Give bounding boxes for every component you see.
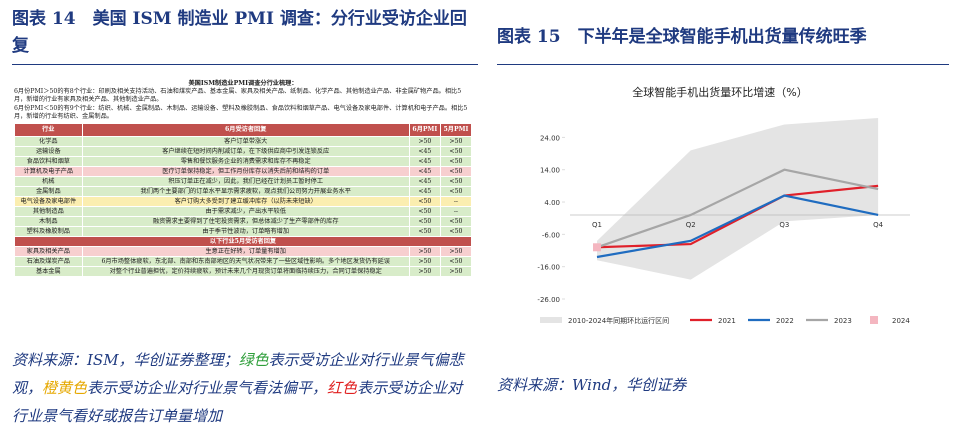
rule bbox=[12, 64, 478, 65]
intro-line: 6月份PMI＞50的有8个行业：印刷及相关支持活动、石油和煤炭产品、基本金属、家… bbox=[14, 88, 462, 103]
series-line bbox=[596, 168, 879, 249]
x-tick-label: Q3 bbox=[779, 221, 789, 229]
header-cell: 行业 bbox=[14, 123, 83, 137]
source-part: 绿色 bbox=[238, 351, 269, 369]
source-part: 表示受访企业对行业景气偏悲观， bbox=[12, 351, 464, 397]
legend-label: 2021 bbox=[718, 317, 736, 325]
right-source: 资料来源：Wind，华创证券 bbox=[497, 376, 687, 394]
y-tick-label: 24.00 bbox=[540, 134, 560, 142]
intro: 6月份PMI＞50的有8个行业：印刷及相关支持活动、石油和煤炭产品、基本金属、家… bbox=[14, 88, 472, 121]
legend-swatch bbox=[540, 317, 562, 323]
y-tick-label: -6.00 bbox=[542, 231, 560, 239]
source-part: 表示受访企业对行业景气看法偏平， bbox=[87, 379, 328, 397]
legend-label: 2010-2024年同期环比运行区间 bbox=[568, 316, 669, 325]
series-line bbox=[596, 184, 879, 249]
right-heading: 图表 15 下半年是全球智能手机出货量传统旺季 bbox=[497, 27, 867, 47]
left-heading: 图表 14 美国 ISM 制造业 PMI 调查：分行业受访企业回复 bbox=[12, 9, 467, 56]
legend-swatch bbox=[870, 316, 878, 324]
pmi-table-panel: 美国ISM制造业PMI调查分行业梳理： 6月份PMI＞50的有8个行业：印刷及相… bbox=[14, 78, 473, 340]
legend-label: 2023 bbox=[834, 317, 852, 325]
pmi-table: 行业 6月受访者回复 6月PMI 5月PMI 化学品 客户订单带涨大 >50 >50 运输设备客… bbox=[14, 123, 473, 277]
range-band bbox=[597, 118, 879, 280]
chart-title: 全球智能手机出货量环比增速（%） bbox=[632, 85, 807, 99]
y-tick-label: 14.00 bbox=[540, 167, 560, 175]
source-part: 红色 bbox=[327, 379, 358, 397]
x-tick-label: Q1 bbox=[592, 221, 602, 229]
legend-label: 2024 bbox=[892, 317, 910, 325]
row: 家具及相关产品 生意正在好转，订单量有增加 >50 >50 bbox=[14, 246, 473, 257]
y-tick-label: 4.00 bbox=[544, 199, 560, 207]
intro-line: 6月份PMI＜50的有9个行业：纺织、机械、金属制品、木制品、运输设备、塑料及橡… bbox=[14, 105, 468, 120]
y-tick-label: -26.00 bbox=[537, 296, 560, 304]
legend-label: 2022 bbox=[776, 317, 794, 325]
table-title: 美国ISM制造业PMI调查分行业梳理： bbox=[188, 80, 298, 87]
row: 基本金属 对整个行业普遍担忧，定价持续疲软，预计未来几个月现货订单将面临持续压力，… bbox=[14, 266, 473, 277]
source-part: 橙黄色 bbox=[42, 379, 88, 397]
left-source: 资料来源：ISM，华创证券整理；绿色表示受访企业对行业景气偏悲观，橙黄色表示受访… bbox=[12, 346, 477, 430]
x-tick-label: Q4 bbox=[873, 221, 884, 229]
point bbox=[593, 243, 601, 252]
source-part: 表示受访企业对行业景气看好或报告订单量增加 bbox=[12, 379, 463, 425]
source-part: 资料来源：ISM，华创证券整理； bbox=[12, 351, 239, 369]
x-tick-label: Q2 bbox=[686, 221, 696, 229]
series-line bbox=[596, 194, 879, 259]
cell: >50 bbox=[439, 266, 473, 277]
rule bbox=[497, 64, 949, 65]
y-tick-label: -16.00 bbox=[537, 264, 560, 272]
